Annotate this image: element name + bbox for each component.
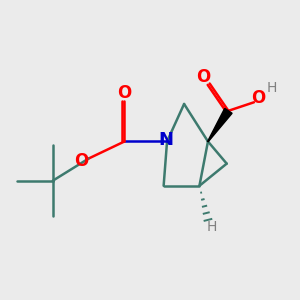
Text: H: H	[266, 81, 277, 95]
Text: O: O	[74, 152, 88, 169]
Text: O: O	[117, 84, 131, 102]
Text: O: O	[251, 89, 265, 107]
Text: O: O	[196, 68, 211, 86]
Text: H: H	[206, 220, 217, 234]
Text: N: N	[158, 131, 173, 149]
Polygon shape	[208, 108, 232, 142]
